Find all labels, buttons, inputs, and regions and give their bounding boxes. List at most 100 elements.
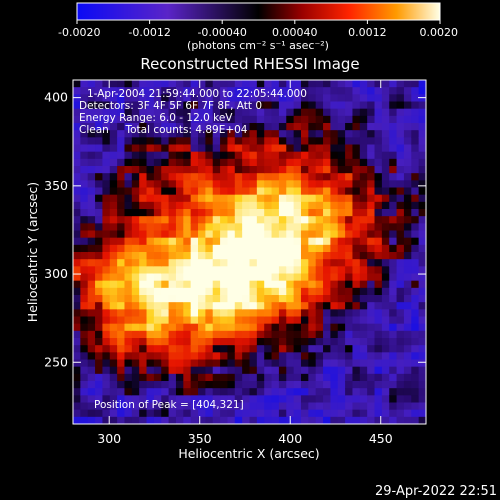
heatmap-cell — [264, 87, 273, 95]
heatmap-cell — [300, 373, 309, 382]
heatmap-cell — [73, 216, 81, 224]
heatmap-cell — [80, 395, 89, 404]
heatmap-cell — [95, 201, 104, 210]
heatmap-cell — [80, 201, 89, 210]
heatmap-cell — [242, 280, 251, 289]
heatmap-cell — [124, 352, 133, 361]
heatmap-cell — [198, 330, 206, 339]
heatmap-cell — [256, 101, 265, 110]
heatmap-cell — [80, 295, 89, 303]
heatmap-cell — [205, 416, 214, 424]
heatmap-cell — [293, 266, 302, 275]
heatmap-cell — [183, 123, 192, 131]
heatmap-cell — [234, 87, 243, 95]
heatmap-cell — [102, 80, 111, 88]
heatmap-cell — [264, 345, 273, 353]
heatmap-cell — [109, 252, 118, 260]
heatmap-cell — [117, 94, 126, 103]
heatmap-cell — [330, 273, 339, 282]
heatmap-cell — [411, 144, 420, 153]
heatmap-cell — [73, 338, 81, 346]
heatmap-cell — [271, 323, 280, 332]
heatmap-cell — [418, 80, 426, 88]
heatmap-cell — [109, 216, 118, 224]
heatmap-cell — [308, 115, 317, 124]
heatmap-cell — [330, 388, 339, 396]
heatmap-cell — [352, 402, 361, 411]
colorbar-ticks: -0.0020 -0.0012 -0.00040 0.00040 0.0012 0.002… — [58, 20, 458, 39]
heatmap-cell — [278, 173, 287, 181]
heatmap-cell — [87, 330, 96, 339]
heatmap-cell — [73, 273, 81, 282]
heatmap-cell — [205, 137, 214, 146]
heatmap-cell — [345, 130, 354, 138]
heatmap-cell — [161, 252, 170, 260]
heatmap-cell — [293, 80, 302, 88]
heatmap-cell — [323, 216, 331, 224]
heatmap-cell — [212, 223, 221, 232]
heatmap-cell — [345, 123, 354, 131]
heatmap-cell — [403, 395, 412, 404]
heatmap-cell — [242, 209, 251, 217]
heatmap-cell — [403, 101, 412, 110]
heatmap-cell — [109, 80, 118, 88]
heatmap-cell — [308, 166, 317, 174]
heatmap-cell — [131, 352, 140, 361]
heatmap-cell — [212, 173, 221, 181]
heatmap-cell — [286, 223, 295, 232]
heatmap-cell — [102, 252, 111, 260]
heatmap-cell — [264, 352, 273, 361]
heatmap-cell — [389, 309, 398, 318]
heatmap-cell — [87, 381, 96, 389]
colorbar-tick-label: 0.0012 — [348, 26, 387, 39]
heatmap-cell — [389, 201, 398, 210]
heatmap-cell — [367, 137, 376, 146]
heatmap-cell — [396, 266, 405, 275]
heatmap-cell — [315, 338, 324, 346]
heatmap-cell — [271, 237, 280, 246]
heatmap-cell — [242, 201, 251, 210]
heatmap-cell — [381, 345, 390, 353]
heatmap-cell — [190, 338, 199, 346]
heatmap-cell — [146, 302, 155, 310]
heatmap-cell — [308, 373, 317, 382]
heatmap-cell — [323, 402, 331, 411]
heatmap-cell — [139, 87, 148, 95]
heatmap-cell — [146, 266, 155, 275]
heatmap-cell — [381, 352, 390, 361]
heatmap-cell — [271, 80, 280, 88]
heatmap-cell — [131, 151, 140, 160]
heatmap-cell — [102, 94, 111, 103]
heatmap-cell — [418, 295, 426, 303]
heatmap-cell — [286, 395, 295, 404]
heatmap-cell — [205, 287, 214, 296]
heatmap-cell — [73, 87, 81, 95]
heatmap-cell — [87, 158, 96, 167]
heatmap-cell — [198, 187, 206, 196]
heatmap-cell — [323, 252, 331, 260]
y-axis-label: Heliocentric Y (arcsec) — [25, 182, 40, 322]
heatmap-cell — [80, 280, 89, 289]
heatmap-cell — [183, 108, 192, 117]
heatmap-cell — [131, 130, 140, 138]
heatmap-cell — [337, 80, 346, 88]
heatmap-cell — [293, 144, 302, 153]
heatmap-cell — [198, 158, 206, 167]
heatmap-cell — [352, 409, 361, 418]
heatmap-cell — [220, 359, 229, 368]
heatmap-cell — [175, 137, 184, 146]
heatmap-cell — [403, 209, 412, 217]
heatmap-cell — [389, 244, 398, 253]
heatmap-cell — [124, 416, 133, 424]
heatmap-cell — [168, 381, 177, 389]
heatmap-cell — [220, 94, 229, 103]
heatmap-cell — [102, 280, 111, 289]
heatmap-cell — [264, 373, 273, 382]
heatmap-cell — [87, 323, 96, 332]
heatmap-cell — [212, 352, 221, 361]
heatmap-cell — [102, 402, 111, 411]
heatmap-cell — [249, 180, 258, 189]
heatmap-cell — [367, 173, 376, 181]
heatmap-cell — [403, 194, 412, 203]
heatmap-cell — [381, 302, 390, 310]
